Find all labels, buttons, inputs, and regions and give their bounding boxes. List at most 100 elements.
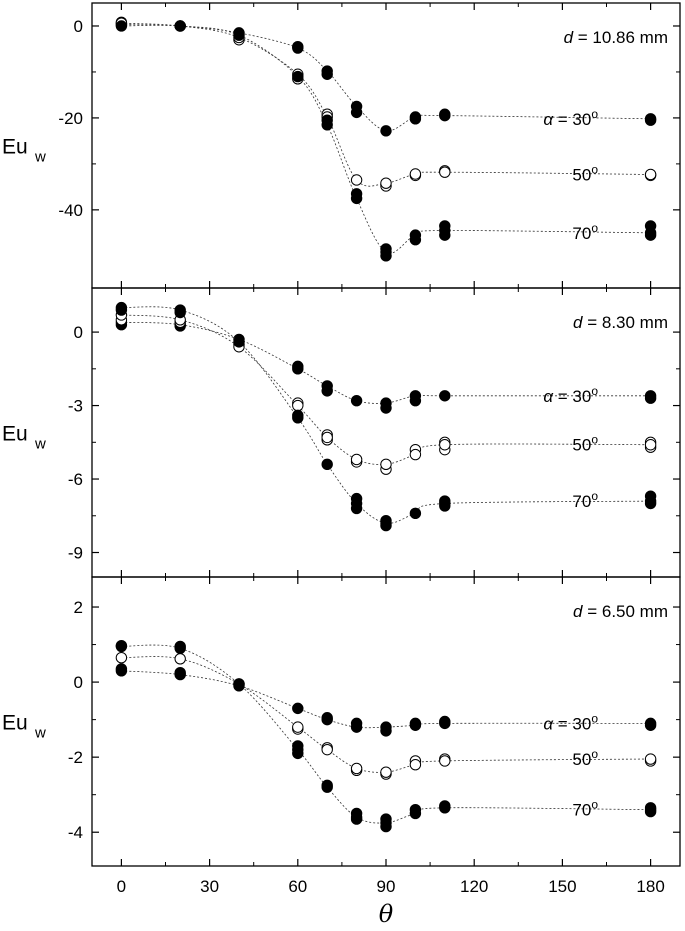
data-point	[321, 713, 333, 726]
x-tick-label: 0	[117, 877, 126, 896]
data-point	[115, 665, 128, 677]
y-axis-title-subscript: w	[34, 725, 46, 742]
y-tick-label: -9	[68, 544, 83, 563]
y-tick-label: 0	[74, 673, 83, 692]
data-point	[115, 640, 128, 653]
panel-label-symbol: d	[564, 28, 574, 47]
series-label-value: 50	[572, 165, 591, 184]
series-1: α = 30o	[115, 663, 657, 737]
data-point	[321, 458, 333, 471]
panel-label-symbol: d	[573, 313, 583, 332]
panel-label: d = 6.50 mm	[573, 602, 668, 621]
panel-label: d = 8.30 mm	[573, 313, 668, 332]
x-tick-label: 60	[288, 877, 307, 896]
data-point	[174, 653, 186, 665]
y-tick-label: 0	[74, 323, 83, 342]
series-label-eq: =	[558, 714, 573, 733]
data-point	[644, 439, 657, 451]
series-2: 50o	[115, 651, 657, 780]
data-point	[350, 453, 363, 466]
series-label-degree: o	[591, 433, 598, 447]
data-point	[292, 702, 304, 715]
series-label: 50o	[572, 162, 598, 184]
data-point	[644, 113, 657, 125]
y-tick-label: -4	[68, 823, 83, 842]
data-point	[233, 678, 245, 690]
data-point	[380, 458, 392, 471]
y-tick-label: -3	[68, 397, 83, 416]
y-tick-label: -2	[68, 748, 83, 767]
data-point	[380, 766, 392, 778]
data-point	[292, 42, 304, 54]
data-point	[644, 168, 657, 181]
y-axis-title-subscript: w	[34, 436, 46, 453]
series-label: 50o	[572, 747, 598, 769]
x-tick-label: 150	[548, 877, 576, 896]
data-point	[644, 717, 657, 730]
data-point	[439, 497, 451, 510]
data-point	[439, 390, 451, 402]
series-2: 50o	[115, 309, 657, 475]
data-point	[321, 65, 333, 77]
y-tick-label: -40	[58, 201, 83, 220]
series-3: 70o	[115, 639, 657, 833]
y-axis-title: Eu	[2, 423, 28, 446]
series-label-degree: o	[591, 162, 598, 176]
panel-label-symbol: d	[573, 602, 583, 621]
data-point	[380, 177, 392, 189]
data-point	[409, 390, 422, 402]
series-label-value: 30	[572, 110, 591, 129]
data-point	[380, 125, 392, 137]
data-point	[350, 721, 363, 733]
data-point	[380, 517, 392, 529]
data-point	[644, 227, 657, 239]
series-label: 70o	[572, 221, 598, 243]
data-point	[644, 804, 657, 816]
data-point	[115, 20, 128, 32]
data-point	[233, 336, 245, 348]
series-label-value: 30	[572, 714, 591, 733]
data-point	[292, 363, 304, 375]
series-3: 70o	[115, 20, 657, 262]
panel-label-value: = 8.30 mm	[582, 313, 668, 332]
data-point	[409, 507, 422, 520]
data-point	[380, 721, 392, 733]
y-axis-title: Eu	[2, 136, 28, 159]
data-point	[321, 380, 333, 392]
series-curve	[121, 24, 651, 254]
series-label-symbol: α	[543, 387, 557, 406]
series-label-degree: o	[591, 711, 598, 725]
data-point	[380, 246, 392, 258]
series-label-degree: o	[591, 107, 598, 121]
series-label-eq: =	[558, 110, 573, 129]
data-point	[380, 817, 392, 829]
panel-label-value: = 6.50 mm	[582, 602, 668, 621]
data-point	[292, 743, 304, 756]
data-point	[409, 448, 422, 461]
x-tick-label: 180	[636, 877, 664, 896]
data-point	[174, 642, 186, 655]
data-point	[409, 168, 422, 180]
series-label-symbol: α	[543, 714, 557, 733]
series-label-degree: o	[591, 798, 598, 812]
series-label: 70o	[572, 489, 598, 511]
data-point	[644, 495, 657, 507]
y-axis-title: Eu	[2, 712, 28, 735]
series-curve	[121, 306, 651, 524]
data-point	[439, 109, 451, 122]
data-point	[409, 719, 422, 731]
data-point	[292, 412, 304, 424]
data-point	[350, 174, 363, 186]
data-point	[439, 224, 451, 237]
data-point	[292, 70, 304, 83]
x-tick-label: 120	[460, 877, 488, 896]
data-point	[292, 721, 304, 733]
y-axis-title-subscript: w	[34, 149, 46, 166]
data-point	[439, 755, 451, 767]
y-tick-label: 0	[74, 17, 83, 36]
data-point	[439, 166, 451, 178]
data-point	[115, 301, 128, 314]
